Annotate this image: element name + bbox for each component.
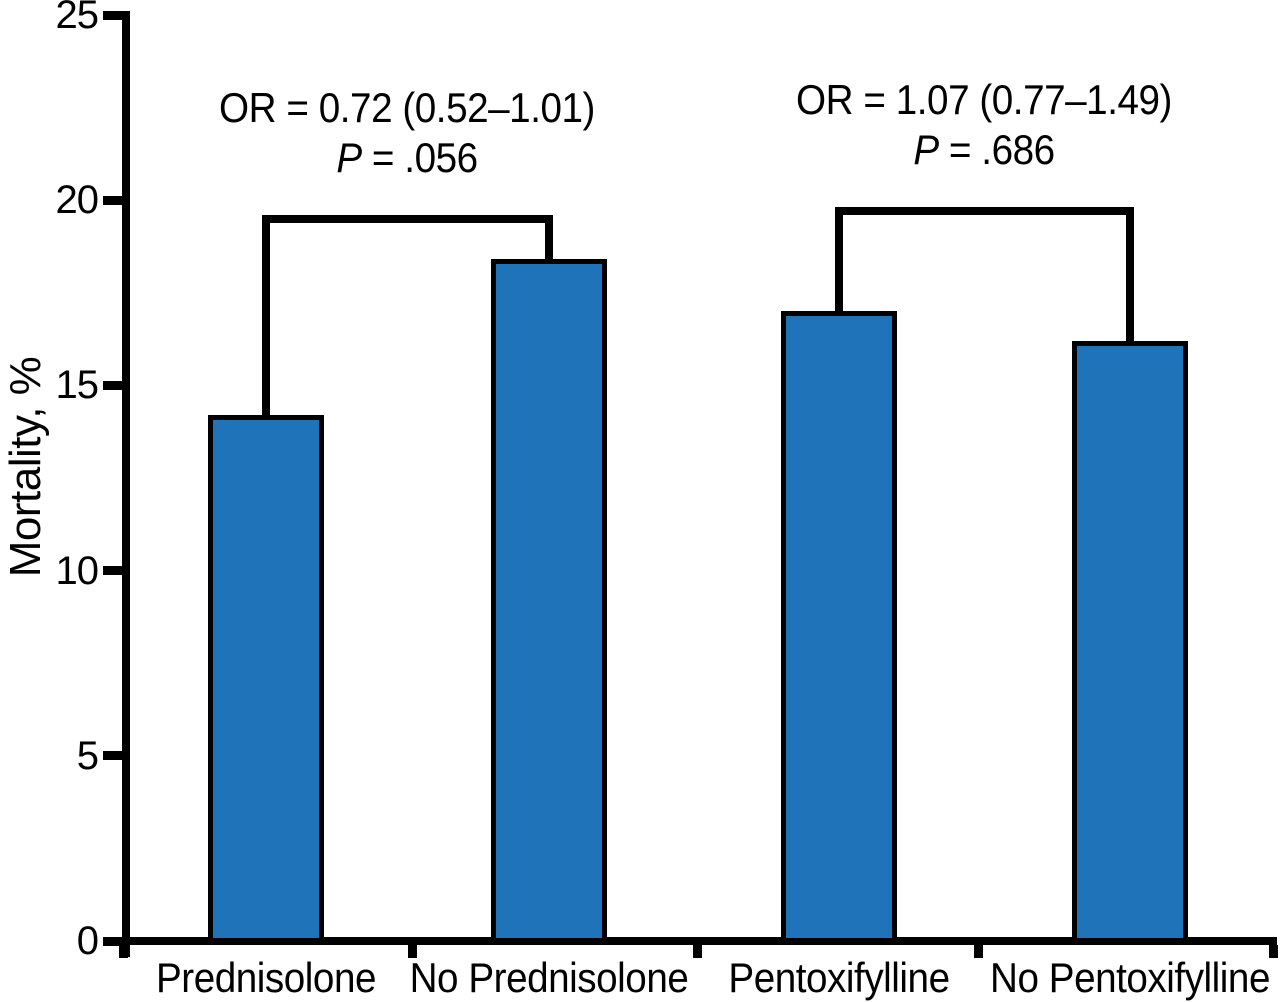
x-tick [692,945,702,958]
comparison-bracket [835,207,1134,216]
x-tick [973,945,983,958]
bracket-leg [261,218,270,418]
x-axis-category-label: Pentoxifylline [728,954,950,1001]
x-axis-category-label: No Pentoxifylline [989,954,1270,1001]
bar [781,311,897,943]
x-axis-line [106,937,1277,945]
y-tick [103,380,122,390]
y-tick [103,10,122,20]
y-tick-label: 5 [76,733,99,778]
x-tick [407,945,417,958]
y-tick-label: 20 [55,178,100,223]
y-tick-label: 10 [55,548,100,593]
p-value-annotation: P = .056 [336,133,479,181]
bar [491,259,607,943]
bar [207,415,324,943]
bar [1071,340,1188,943]
y-tick-label: 25 [55,0,100,37]
x-axis-category-label: Prednisolone [155,954,376,1001]
odds-ratio-annotation: OR = 1.07 (0.77–1.49) [796,76,1173,124]
x-tick [118,945,128,958]
y-tick [103,936,122,946]
y-tick [103,195,122,205]
bracket-leg [545,218,553,262]
y-tick-label: 0 [76,919,99,963]
x-axis-category-label: No Prednisolone [409,954,689,1001]
x-tick [1268,945,1278,958]
y-tick [103,751,122,761]
bracket-leg [1125,211,1134,343]
y-axis-line [122,11,130,957]
y-tick-label: 15 [55,363,100,408]
y-tick [103,566,122,576]
bracket-leg [835,211,843,314]
comparison-bracket [261,214,553,223]
odds-ratio-annotation: OR = 0.72 (0.52–1.01) [219,83,596,131]
p-value-annotation: P = .686 [913,126,1056,174]
